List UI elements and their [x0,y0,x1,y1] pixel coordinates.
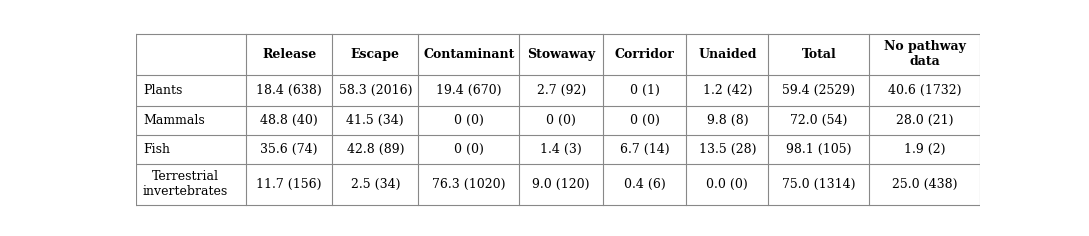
Bar [869,106,980,135]
Bar [136,75,246,106]
Bar [332,135,418,164]
Bar [603,34,686,75]
Bar [768,34,869,75]
Bar [869,135,980,164]
Bar [686,164,768,205]
Text: Corridor: Corridor [615,48,675,61]
Text: 28.0 (21): 28.0 (21) [896,114,954,126]
Text: 2.7 (92): 2.7 (92) [537,84,586,97]
Text: 98.1 (105): 98.1 (105) [786,143,852,156]
Text: 6.7 (14): 6.7 (14) [620,143,670,156]
Bar [136,34,246,75]
Bar [418,135,519,164]
Text: 11.7 (156): 11.7 (156) [256,177,322,190]
Bar [603,164,686,205]
Text: 25.0 (438): 25.0 (438) [892,177,957,190]
Bar [418,164,519,205]
Bar [418,34,519,75]
Text: 1.2 (42): 1.2 (42) [702,84,752,97]
Text: 42.8 (89): 42.8 (89) [346,143,404,156]
Text: 1.4 (3): 1.4 (3) [540,143,582,156]
Bar [246,135,332,164]
Text: Fish: Fish [143,143,170,156]
Bar [332,75,418,106]
Bar [869,75,980,106]
Text: Contaminant: Contaminant [424,48,515,61]
Bar [332,34,418,75]
Text: 1.9 (2): 1.9 (2) [904,143,945,156]
Bar [768,164,869,205]
Text: Total: Total [802,48,836,61]
Bar [418,106,519,135]
Bar [686,34,768,75]
Text: Terrestrial
invertebrates: Terrestrial invertebrates [143,170,228,198]
Bar [869,34,980,75]
Text: Release: Release [262,48,316,61]
Bar [332,164,418,205]
Text: Unaided: Unaided [698,48,757,61]
Text: 75.0 (1314): 75.0 (1314) [782,177,856,190]
Text: 0.4 (6): 0.4 (6) [624,177,665,190]
Bar [869,164,980,205]
Text: 2.5 (34): 2.5 (34) [351,177,400,190]
Text: 13.5 (28): 13.5 (28) [699,143,756,156]
Bar [603,135,686,164]
Bar [768,106,869,135]
Bar [519,135,603,164]
Bar [519,164,603,205]
Bar [136,135,246,164]
Text: 35.6 (74): 35.6 (74) [260,143,318,156]
Bar [418,75,519,106]
Text: 9.0 (120): 9.0 (120) [533,177,590,190]
Text: 76.3 (1020): 76.3 (1020) [432,177,505,190]
Bar [246,106,332,135]
Bar [519,75,603,106]
Text: Mammals: Mammals [143,114,205,126]
Text: 19.4 (670): 19.4 (670) [436,84,502,97]
Bar [519,106,603,135]
Text: 59.4 (2529): 59.4 (2529) [782,84,855,97]
Text: 0 (1): 0 (1) [629,84,660,97]
Text: 41.5 (34): 41.5 (34) [346,114,404,126]
Bar [519,34,603,75]
Bar [768,135,869,164]
Text: 0 (0): 0 (0) [454,114,484,126]
Bar [768,75,869,106]
Text: 58.3 (2016): 58.3 (2016) [339,84,412,97]
Bar [686,106,768,135]
Bar [603,106,686,135]
Text: 48.8 (40): 48.8 (40) [260,114,318,126]
Text: 0 (0): 0 (0) [547,114,576,126]
Bar [332,106,418,135]
Text: Escape: Escape [351,48,400,61]
Text: Stowaway: Stowaway [527,48,596,61]
Text: 0 (0): 0 (0) [629,114,660,126]
Bar [686,75,768,106]
Text: Plants: Plants [143,84,182,97]
Bar [246,34,332,75]
Bar [246,75,332,106]
Text: 0 (0): 0 (0) [454,143,484,156]
Text: 40.6 (1732): 40.6 (1732) [888,84,962,97]
Bar [136,106,246,135]
Text: 18.4 (638): 18.4 (638) [256,84,322,97]
Text: No pathway
data: No pathway data [884,40,966,68]
Text: 9.8 (8): 9.8 (8) [707,114,748,126]
Bar [246,164,332,205]
Text: 72.0 (54): 72.0 (54) [791,114,847,126]
Bar [136,164,246,205]
Bar [686,135,768,164]
Bar [603,75,686,106]
Text: 0.0 (0): 0.0 (0) [707,177,748,190]
